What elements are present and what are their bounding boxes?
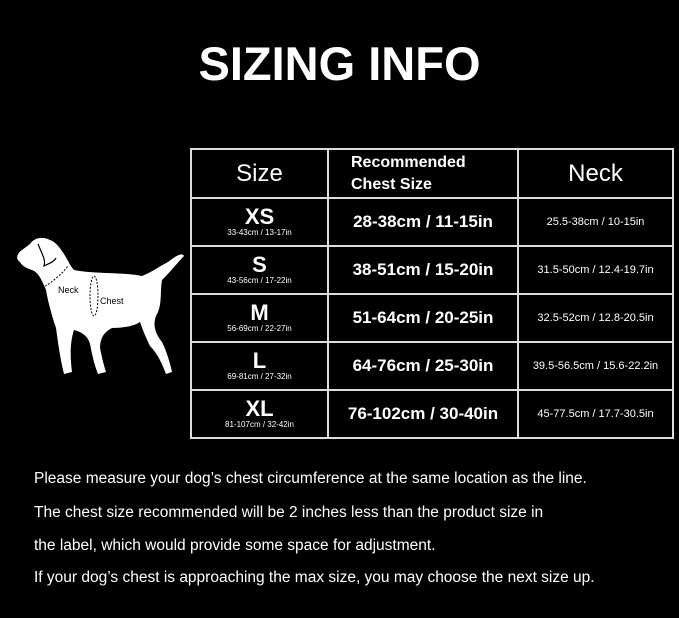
chest-size: 76-102cm / 30-40in xyxy=(327,389,519,439)
product-size: 69-81cm / 27-32in xyxy=(227,372,292,381)
neck-size: 39.5-56.5cm / 15.6-22.2in xyxy=(517,341,674,391)
dog-silhouette-icon xyxy=(17,237,184,374)
chest-label: Chest xyxy=(100,296,124,306)
table-row: S 43-56cm / 17-22in 38-51cm / 15-20in 31.… xyxy=(190,245,674,295)
chest-size: 38-51cm / 15-20in xyxy=(327,245,519,295)
table-header-row: Size Recommended Chest Size Neck xyxy=(190,148,674,199)
product-size: 43-56cm / 17-22in xyxy=(227,276,292,285)
dog-diagram: Neck Chest xyxy=(17,237,184,374)
note-line: Please measure your dog’s chest circumfe… xyxy=(34,470,587,487)
header-recommended-line1: Recommended xyxy=(351,153,466,171)
neck-size: 45-77.5cm / 17.7-30.5in xyxy=(517,389,674,439)
neck-size: 31.5-50cm / 12.4-19.7in xyxy=(517,245,674,295)
neck-size: 32.5-52cm / 12.8-20.5in xyxy=(517,293,674,343)
note-line: If your dog’s chest is approaching the m… xyxy=(34,569,595,586)
header-neck: Neck xyxy=(517,148,674,199)
header-size: Size xyxy=(190,148,329,199)
size-label: S xyxy=(252,252,267,277)
table-row: M 56-69cm / 22-27in 51-64cm / 20-25in 32.… xyxy=(190,293,674,343)
size-label: L xyxy=(252,348,267,373)
note-line: the label, which would provide some spac… xyxy=(34,537,436,554)
header-recommended-line2: Chest Size xyxy=(351,175,432,193)
product-size: 81-107cm / 32-42in xyxy=(225,420,294,429)
header-recommended-chest: Recommended Chest Size xyxy=(327,148,519,199)
chest-size: 28-38cm / 11-15in xyxy=(327,197,519,247)
table-row: L 69-81cm / 27-32in 64-76cm / 25-30in 39.… xyxy=(190,341,674,391)
size-label: XL xyxy=(245,396,274,421)
chest-size: 64-76cm / 25-30in xyxy=(327,341,519,391)
sizing-table: Size Recommended Chest Size Neck XS 33-43c… xyxy=(190,148,674,439)
neck-size: 25.5-38cm / 10-15in xyxy=(517,197,674,247)
page-title: SIZING INFO xyxy=(198,37,481,90)
table-row: XS 33-43cm / 13-17in 28-38cm / 11-15in 25… xyxy=(190,197,674,247)
chest-size: 51-64cm / 20-25in xyxy=(327,293,519,343)
note-line: The chest size recommended will be 2 inc… xyxy=(34,504,544,521)
table-row: XL 81-107cm / 32-42in 76-102cm / 30-40in … xyxy=(190,389,674,439)
size-label: XS xyxy=(244,204,275,229)
product-size: 33-43cm / 13-17in xyxy=(227,228,292,237)
neck-label: Neck xyxy=(58,285,79,295)
product-size: 56-69cm / 22-27in xyxy=(227,324,292,333)
size-label: M xyxy=(250,300,269,325)
